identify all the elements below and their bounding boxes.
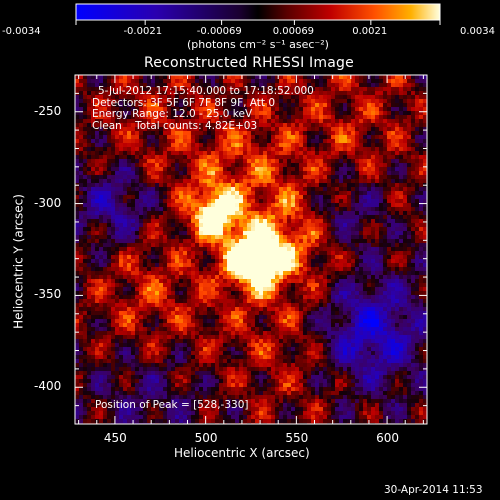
colorbar-tick-label: 0.00069 <box>272 26 315 37</box>
heatmap-image <box>75 75 428 425</box>
axis-ticks <box>75 74 427 424</box>
colorbar-tick-label: -0.00069 <box>196 26 242 37</box>
colorbar-tick-label: 0.0021 <box>352 26 388 37</box>
plot-frame <box>74 74 428 425</box>
clean-counts-label: Clean Total counts: 4.82E+03 <box>92 119 258 132</box>
peak-position-label: Position of Peak = [528,-330] <box>95 399 249 411</box>
colorbar-ticks <box>75 20 441 25</box>
y-tick-label: -400 <box>34 379 62 394</box>
colorbar-tick-label: -0.0021 <box>123 26 163 37</box>
annotation-block: 5-Jul-2012 17:15:40.000 to 17:18:52.000 … <box>92 85 314 132</box>
y-tick-label: -350 <box>34 287 62 302</box>
y-tick-label: -300 <box>34 195 62 210</box>
x-tick-label: 450 <box>103 431 127 445</box>
y-tick-label: -250 <box>34 103 62 118</box>
colorbar-tick-label: -0.0034 <box>2 26 41 37</box>
colorbar <box>75 3 441 21</box>
time-range-label: 5-Jul-2012 17:15:40.000 to 17:18:52.000 <box>98 85 314 97</box>
x-tick-label: 500 <box>194 431 218 445</box>
timestamp: 30-Apr-2014 11:53 <box>384 484 483 496</box>
detectors-label: Detectors: 3F 5F 6F 7F 8F 9F, Att 0 <box>92 96 276 109</box>
colorbar-unit-label: (photons cm⁻² s⁻¹ asec⁻²) <box>187 38 329 51</box>
x-tick-label: 550 <box>285 431 309 445</box>
chart-title: Reconstructed RHESSI Image <box>144 55 354 71</box>
x-tick-label: 600 <box>376 431 399 445</box>
energy-range-label: Energy Range: 12.0 - 25.0 keV <box>92 108 253 120</box>
y-axis-label: Heliocentric Y (arcsec) <box>11 194 26 329</box>
x-axis-label: Heliocentric X (arcsec) <box>174 446 310 460</box>
colorbar-tick-label: 0.0034 <box>460 26 495 37</box>
